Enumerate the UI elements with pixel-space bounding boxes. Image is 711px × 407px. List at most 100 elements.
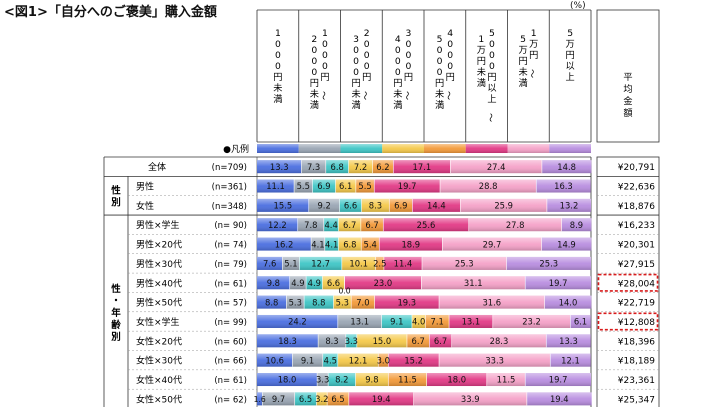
group-label-2: 性・年齢別 (110, 283, 121, 343)
row-n-label: (n= 60) (214, 337, 247, 347)
average-value: ¥20,301 (618, 241, 655, 251)
row-n-label: (n= 61) (214, 376, 247, 386)
chart-rows: 全体 (n=709) 13.3 7.3 6.8 7.2 6.2 17.1 27.4 14.8 男性 (… (136, 160, 592, 406)
data-label: 4.5 (324, 355, 337, 365)
category-header-label: 2 0 0 0 円～3 0 0 0 円未満 (351, 28, 371, 111)
row-label: 男性×20代 (136, 239, 182, 251)
row-label: 女性×20代 (136, 335, 182, 347)
data-label: 4.4 (324, 220, 337, 230)
data-label: 6.5 (299, 394, 312, 404)
data-label: 12.1 (349, 355, 368, 365)
data-label: 23.2 (522, 317, 541, 327)
data-label: 6.9 (317, 181, 330, 191)
data-label: 6.1 (574, 317, 587, 327)
data-label: 6.6 (327, 278, 340, 288)
data-label: 16.2 (275, 239, 294, 249)
data-label: 31.6 (482, 297, 501, 307)
average-value: ¥22,719 (618, 299, 655, 309)
data-label: 29.7 (483, 239, 502, 249)
data-label: 6.1 (339, 181, 352, 191)
category-header-1: 1 0 0 0 円未満 (273, 28, 282, 105)
data-label: 19.4 (550, 394, 569, 404)
data-label: 14.9 (557, 239, 576, 249)
data-label: 3.0 (377, 355, 390, 365)
legend-label: ●凡例 (223, 143, 249, 155)
row-n-label: (n=348) (212, 202, 247, 212)
category-header-label: 1 0 0 0 円未満 (273, 28, 282, 105)
data-label: 31.1 (464, 278, 483, 288)
data-label: 9.1 (301, 355, 314, 365)
average-value: ¥27,915 (618, 260, 655, 270)
data-label: 14.4 (427, 201, 446, 211)
data-label: 5.4 (364, 239, 377, 249)
average-header: 平均金額 (596, 9, 660, 143)
row-2: 男性 (n=361) 11.1 5.5 6.9 6.1 5.5 19.7 28.8 16.3 (136, 179, 591, 193)
data-label: 12.7 (311, 259, 330, 269)
data-label: 25.9 (494, 201, 513, 211)
row-5: 男性×20代 (n= 74) 16.2 4.1 4.1 6.8 5.4 18.9 29.7 14.… (136, 237, 592, 251)
category-header-label: 5 万円以上 (566, 28, 575, 83)
data-label: 5.1 (284, 259, 297, 269)
data-label: 6.9 (394, 201, 407, 211)
row-6: 男性×30代 (n= 79) 7.6 5.1 12.7 10.1 2.5 11.4 25.3 25… (136, 256, 591, 270)
data-label: 6.7 (411, 336, 424, 346)
category-header-6: 5 0 0 0 円以上～1 万円未満 (477, 28, 497, 122)
row-label: 女性×50代 (136, 393, 182, 405)
data-label: 6.8 (343, 239, 356, 249)
row-10: 女性×20代 (n= 60) 18.3 8.3 3.3 15.0 6.7 6.7 28.3 13.… (136, 334, 591, 348)
data-label: 25.3 (539, 259, 558, 269)
data-label: 8.8 (265, 297, 278, 307)
row-n-label: (n= 90) (214, 221, 247, 231)
data-label: 28.8 (479, 181, 498, 191)
average-value: ¥18,876 (618, 202, 655, 212)
legend-swatch-8 (549, 144, 591, 153)
legend-swatch-6 (465, 144, 508, 153)
row-11: 女性×30代 (n= 66) 10.6 9.1 4.5 12.1 3.0 15.2 33.3 12… (136, 353, 591, 367)
data-label: 4.9 (291, 278, 304, 288)
data-label: 13.3 (559, 336, 578, 346)
data-label: 18.3 (278, 336, 297, 346)
data-label: 18.0 (278, 375, 297, 385)
data-label: 10.6 (265, 355, 284, 365)
data-label: 19.7 (549, 278, 568, 288)
data-label: 5.3 (336, 297, 349, 307)
legend-swatch-2 (298, 144, 341, 153)
average-value: ¥20,791 (618, 163, 655, 173)
percent-unit-label: (%) (570, 1, 586, 11)
row-label: 男性×40代 (136, 277, 182, 289)
data-label: 2.5 (373, 259, 386, 269)
category-headers: 1 0 0 0 円未満 1 0 0 0 円～2 0 0 0 円未満 2 0 0 0 円～3 0 0 0 円未満 3 0 0 0 円～4… (273, 28, 574, 122)
row-n-label: (n= 62) (214, 395, 247, 405)
data-label: 5.5 (358, 181, 371, 191)
data-label: 9.1 (390, 317, 403, 327)
row-label: 女性×40代 (136, 374, 182, 386)
data-label: 13.2 (560, 201, 579, 211)
data-label: 0.0 (338, 286, 350, 295)
data-label: 27.4 (487, 162, 506, 172)
legend-swatch-1 (257, 144, 299, 153)
data-label: 1.6 (254, 395, 266, 404)
data-label: 3.2 (315, 394, 328, 404)
average-value: ¥12,808 (618, 318, 655, 328)
data-label: 14.0 (559, 297, 578, 307)
data-label: 15.0 (373, 336, 392, 346)
data-label: 23.0 (374, 278, 393, 288)
data-label: 25.3 (455, 259, 474, 269)
data-label: 15.2 (404, 355, 423, 365)
category-header-label: 5 0 0 0 円以上～1 万円未満 (477, 28, 497, 122)
data-label: 15.5 (274, 201, 293, 211)
row-label: 女性×学生 (136, 316, 180, 328)
average-value: ¥18,189 (618, 357, 655, 367)
category-header-2: 1 0 0 0 円～2 0 0 0 円未満 (310, 28, 330, 111)
data-label: 6.8 (330, 162, 343, 172)
data-label: 5.5 (297, 181, 310, 191)
row-3: 女性 (n=348) 15.5 9.2 6.6 8.3 6.9 14.4 25.9 13.2 (136, 198, 591, 212)
data-label: 7.0 (356, 297, 369, 307)
average-column: ¥20,791 ¥22,636 ¥18,876 ¥16,233 ¥20,301 ¥27,9… (597, 163, 659, 405)
data-label: 18.9 (401, 239, 420, 249)
data-label: 28.3 (490, 336, 509, 346)
row-4: 男性×学生 (n= 90) 12.2 7.8 4.4 6.7 6.7 25.6 27.8 8.9 (136, 218, 592, 232)
row-label: 男性×学生 (136, 219, 180, 231)
row-n-label: (n= 99) (214, 318, 247, 328)
